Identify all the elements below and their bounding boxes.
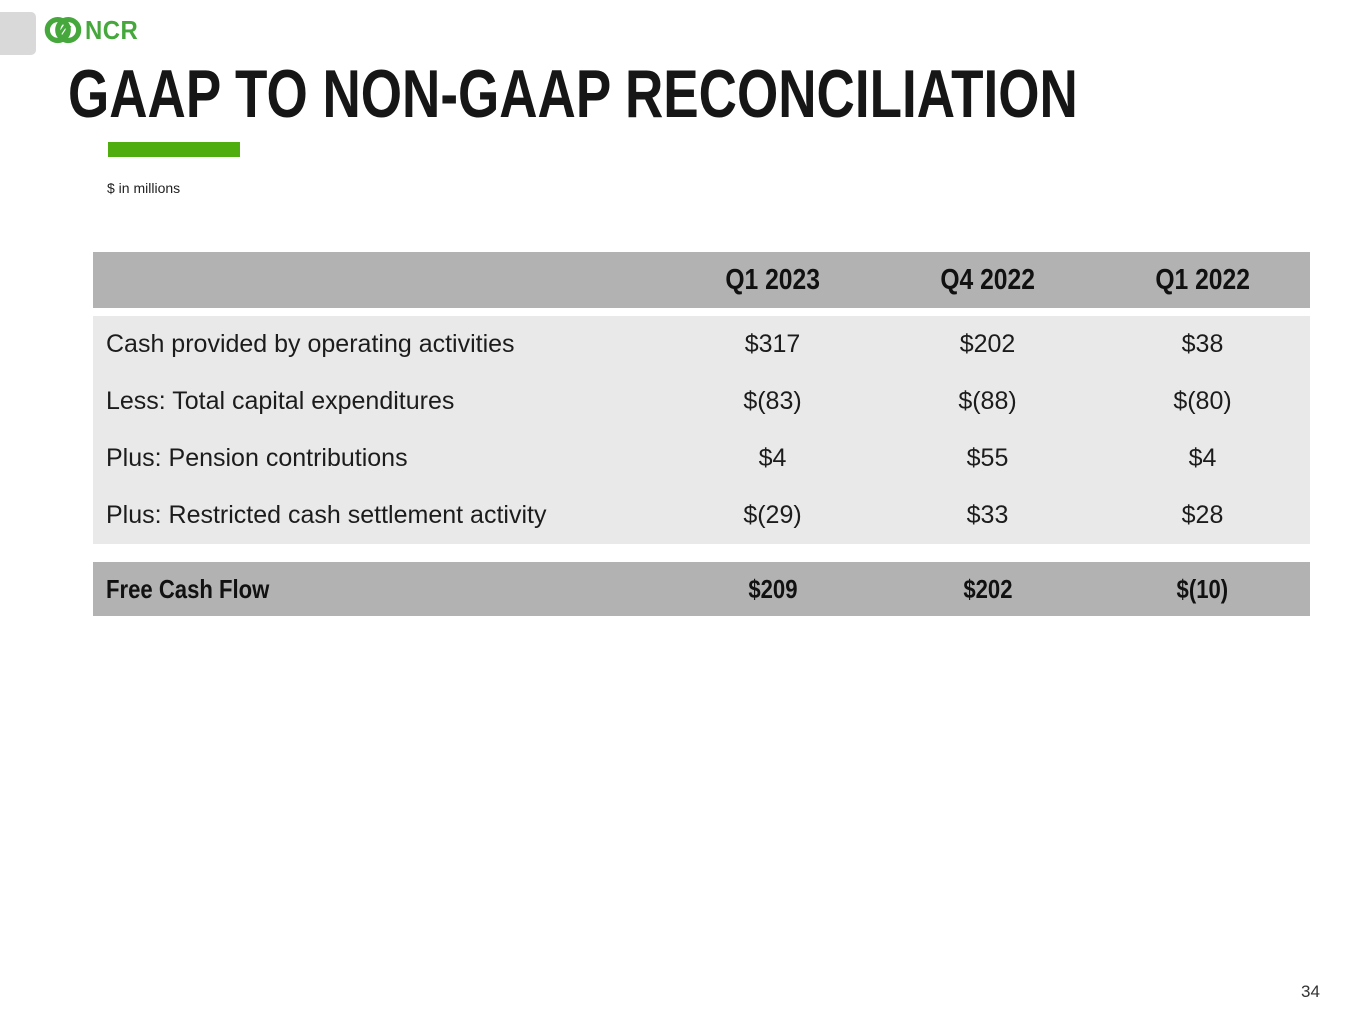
table-row: Less: Total capital expenditures $(83) $… xyxy=(93,373,1310,430)
cell-value: $(83) xyxy=(743,387,802,415)
row-label: Plus: Restricted cash settlement activit… xyxy=(106,501,547,529)
cell-value: $55 xyxy=(966,444,1009,472)
ncr-rings-icon xyxy=(44,16,82,44)
column-header-q1-2022: Q1 2022 xyxy=(1095,264,1310,297)
ncr-logo-text: NCR xyxy=(85,14,139,45)
table-body: Cash provided by operating activities $3… xyxy=(93,316,1310,544)
corner-tab xyxy=(0,12,36,55)
cell-value: $4 xyxy=(1188,444,1217,472)
row-label: Plus: Pension contributions xyxy=(106,444,408,472)
reconciliation-table: Q1 2023 Q4 2022 Q1 2022 Cash provided by… xyxy=(93,252,1310,616)
cell-value: $202 xyxy=(959,330,1016,358)
total-value-text: $202 xyxy=(962,573,1013,604)
column-header-q4-2022: Q4 2022 xyxy=(880,264,1095,297)
column-header-label: Q4 2022 xyxy=(940,263,1035,296)
total-cell-value: $209 xyxy=(665,574,880,605)
total-value-text: $209 xyxy=(747,573,798,604)
row-label: Less: Total capital expenditures xyxy=(106,387,455,415)
row-label: Cash provided by operating activities xyxy=(106,330,515,358)
page-title: GAAP TO NON-GAAP RECONCILIATION xyxy=(68,56,1078,132)
ncr-logo: NCR xyxy=(44,11,143,49)
table-header-row: Q1 2023 Q4 2022 Q1 2022 xyxy=(93,252,1310,308)
column-header-q1-2023: Q1 2023 xyxy=(665,264,880,297)
cell-value: $28 xyxy=(1181,501,1224,529)
total-cell-value: $202 xyxy=(880,574,1095,605)
total-row-free-cash-flow: Free Cash Flow $209 $202 $(10) xyxy=(93,562,1310,616)
total-cell-value: $(10) xyxy=(1095,574,1310,605)
cell-value: $317 xyxy=(744,330,801,358)
total-value-text: $(10) xyxy=(1176,573,1229,604)
table-row: Cash provided by operating activities $3… xyxy=(93,316,1310,373)
cell-value: $33 xyxy=(966,501,1009,529)
units-note: $ in millions xyxy=(107,180,181,196)
page-number: 34 xyxy=(1301,982,1320,1001)
cell-value: $4 xyxy=(758,444,787,472)
cell-value: $38 xyxy=(1181,330,1224,358)
column-header-label: Q1 2023 xyxy=(725,263,820,296)
table-row: Plus: Restricted cash settlement activit… xyxy=(93,487,1310,544)
title-accent-bar xyxy=(108,142,240,157)
column-header-label: Q1 2022 xyxy=(1155,263,1250,296)
table-row: Plus: Pension contributions $4 $55 $4 xyxy=(93,430,1310,487)
cell-value: $(29) xyxy=(743,501,802,529)
cell-value: $(88) xyxy=(958,387,1017,415)
total-row-label-text: Free Cash Flow xyxy=(106,573,270,604)
total-row-label: Free Cash Flow xyxy=(93,574,665,605)
cell-value: $(80) xyxy=(1173,387,1232,415)
